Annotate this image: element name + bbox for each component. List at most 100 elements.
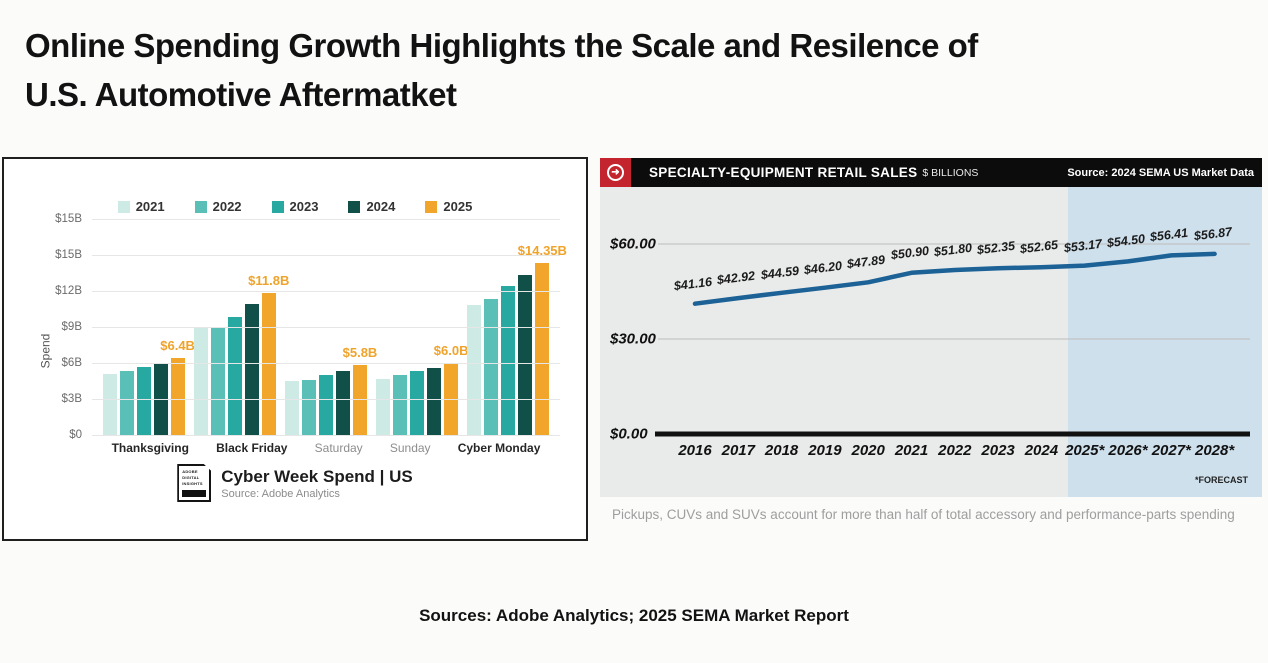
sema-year-label: 2019 xyxy=(808,442,842,459)
sema-y-tick-label: $60.00 xyxy=(610,235,656,253)
sema-year-label: 2023 xyxy=(981,442,1015,459)
gridline xyxy=(92,399,560,400)
sema-header-bar: ➜ SPECIALTY-EQUIPMENT RETAIL SALES $ BIL… xyxy=(600,158,1262,187)
sema-chart-title: SPECIALTY-EQUIPMENT RETAIL SALES xyxy=(649,165,918,180)
legend-swatch-icon xyxy=(348,200,361,213)
sema-year-label: 2021 xyxy=(894,442,929,459)
bar-value-label: $6.4B xyxy=(160,338,195,354)
gridline xyxy=(92,291,560,292)
bar-2024 xyxy=(518,275,533,435)
legend-item-2023: 2023 xyxy=(271,199,318,214)
sema-year-label: 2022 xyxy=(938,442,972,459)
bar-2022 xyxy=(301,379,316,435)
y-tick-label: $0 xyxy=(69,429,82,441)
page-title: Online Spending Growth Highlights the Sc… xyxy=(25,22,978,120)
bar-2021 xyxy=(376,378,391,435)
gridline xyxy=(92,435,560,436)
bar-2025 xyxy=(535,262,550,435)
y-tick-label: $6B xyxy=(61,357,82,369)
bar-2021 xyxy=(467,305,482,435)
sema-y-tick-label: $0.00 xyxy=(610,425,648,443)
cyber-week-legend: 2021 2022 2023 2024 2025 xyxy=(4,199,586,214)
x-category-label: Thanksgiving xyxy=(111,441,189,455)
bar-2025 xyxy=(261,293,276,435)
gridline xyxy=(92,327,560,328)
sema-chart-unit: $ BILLIONS xyxy=(922,166,979,179)
x-category-label: Cyber Monday xyxy=(457,441,541,455)
adi-logo-bar xyxy=(182,490,207,497)
bar-2021 xyxy=(193,328,208,435)
caption-title: Cyber Week Spend | US xyxy=(221,466,413,486)
y-tick-label: $15B xyxy=(55,213,82,225)
sema-arrow-icon: ➜ xyxy=(607,164,624,181)
cyber-week-plot: $6.4B $11.8B $5.8B $6.0B $14.35B $15B $15B $12… xyxy=(55,213,567,441)
sema-y-tick-label: $30.00 xyxy=(610,330,656,348)
legend-swatch-icon xyxy=(425,200,438,213)
sema-year-label: 2027* xyxy=(1151,442,1191,459)
sources-footer: Sources: Adobe Analytics; 2025 SEMA Mark… xyxy=(419,606,849,625)
bar-2022 xyxy=(393,375,408,435)
sema-year-label: 2017 xyxy=(721,442,755,459)
bar-2022 xyxy=(119,371,134,435)
legend-item-2021: 2021 xyxy=(117,199,165,214)
y-tick-label: $15B xyxy=(55,249,82,261)
adobe-digital-insights-logo-icon: ADOBE DIGITAL INSIGHTS xyxy=(177,464,212,502)
page-title-line1: Online Spending Growth Highlights the Sc… xyxy=(25,27,978,64)
sema-source: Source: 2024 SEMA US Market Data xyxy=(1067,166,1254,179)
sema-year-label: 2025* xyxy=(1065,442,1105,459)
sema-year-label: 2028* xyxy=(1194,442,1235,459)
bar-2022 xyxy=(484,299,499,435)
forecast-region-background xyxy=(1068,187,1262,497)
cyber-week-chart-card: 2021 2022 2023 2024 2025 Spend $6.4B $11.8B $5… xyxy=(2,157,588,541)
gridline xyxy=(92,219,560,220)
cyber-week-category-axis: Thanksgiving Black Friday Saturday Sunday Cy… xyxy=(98,441,554,455)
bar-2023 xyxy=(410,371,425,435)
bar-value-label: $14.35B xyxy=(517,242,567,258)
bar-2023 xyxy=(227,317,242,435)
sema-year-label: 2018 xyxy=(764,442,799,459)
legend-swatch-icon xyxy=(271,200,284,213)
bar-2025 xyxy=(352,365,367,435)
x-category-label: Sunday xyxy=(389,441,431,455)
sema-logo-box: ➜ xyxy=(600,158,631,187)
bar-value-label: $11.8B xyxy=(248,273,290,289)
bar-2023 xyxy=(318,375,333,435)
legend-item-2024: 2024 xyxy=(348,199,395,214)
gridline xyxy=(92,255,560,256)
gridline xyxy=(92,363,560,364)
y-tick-label: $12B xyxy=(55,285,82,297)
sema-year-label: 2024 xyxy=(1024,442,1059,459)
bar-2021 xyxy=(102,373,117,435)
sema-footnote: Pickups, CUVs and SUVs account for more … xyxy=(612,507,1235,522)
bar-group-cyber-monday: $14.35B xyxy=(467,219,567,435)
legend-item-2022: 2022 xyxy=(194,199,242,214)
legend-item-2025: 2025 xyxy=(425,199,472,214)
caption-source: Source: Adobe Analytics xyxy=(221,487,340,500)
bar-2021 xyxy=(284,381,299,435)
y-tick-label: $3B xyxy=(61,393,82,405)
bar-2022 xyxy=(210,327,225,435)
bar-group-saturday: $5.8B xyxy=(284,219,377,435)
bar-2024 xyxy=(335,371,350,435)
legend-swatch-icon xyxy=(117,200,130,213)
bar-group-sunday: $6.0B xyxy=(376,219,469,435)
sema-year-label: 2016 xyxy=(678,442,712,459)
forecast-note: *FORECAST xyxy=(1194,475,1248,485)
sema-plot-area: *FORECAST $60.00 $30.00 $0.00 $41.16 $42.92 $… xyxy=(600,187,1262,497)
bar-2024 xyxy=(244,304,259,435)
x-category-label: Saturday xyxy=(314,441,363,455)
bar-2024 xyxy=(427,367,442,435)
legend-swatch-icon xyxy=(194,200,207,213)
x-category-label: Black Friday xyxy=(216,441,288,455)
y-tick-label: $9B xyxy=(61,321,82,333)
bar-2023 xyxy=(501,286,516,435)
sema-year-label: 2026* xyxy=(1108,442,1148,459)
sema-line-svg xyxy=(655,243,1250,437)
bar-2025 xyxy=(170,358,185,435)
bar-2023 xyxy=(136,366,151,435)
bar-value-label: $5.8B xyxy=(342,345,378,361)
cyber-week-caption: ADOBE DIGITAL INSIGHTS Cyber Week Spend | … xyxy=(4,464,586,502)
bar-value-label: $6.0B xyxy=(433,343,469,358)
page-title-line2: U.S. Automotive Aftermatket xyxy=(25,75,457,113)
sema-chart-panel: ➜ SPECIALTY-EQUIPMENT RETAIL SALES $ BIL… xyxy=(600,158,1262,522)
